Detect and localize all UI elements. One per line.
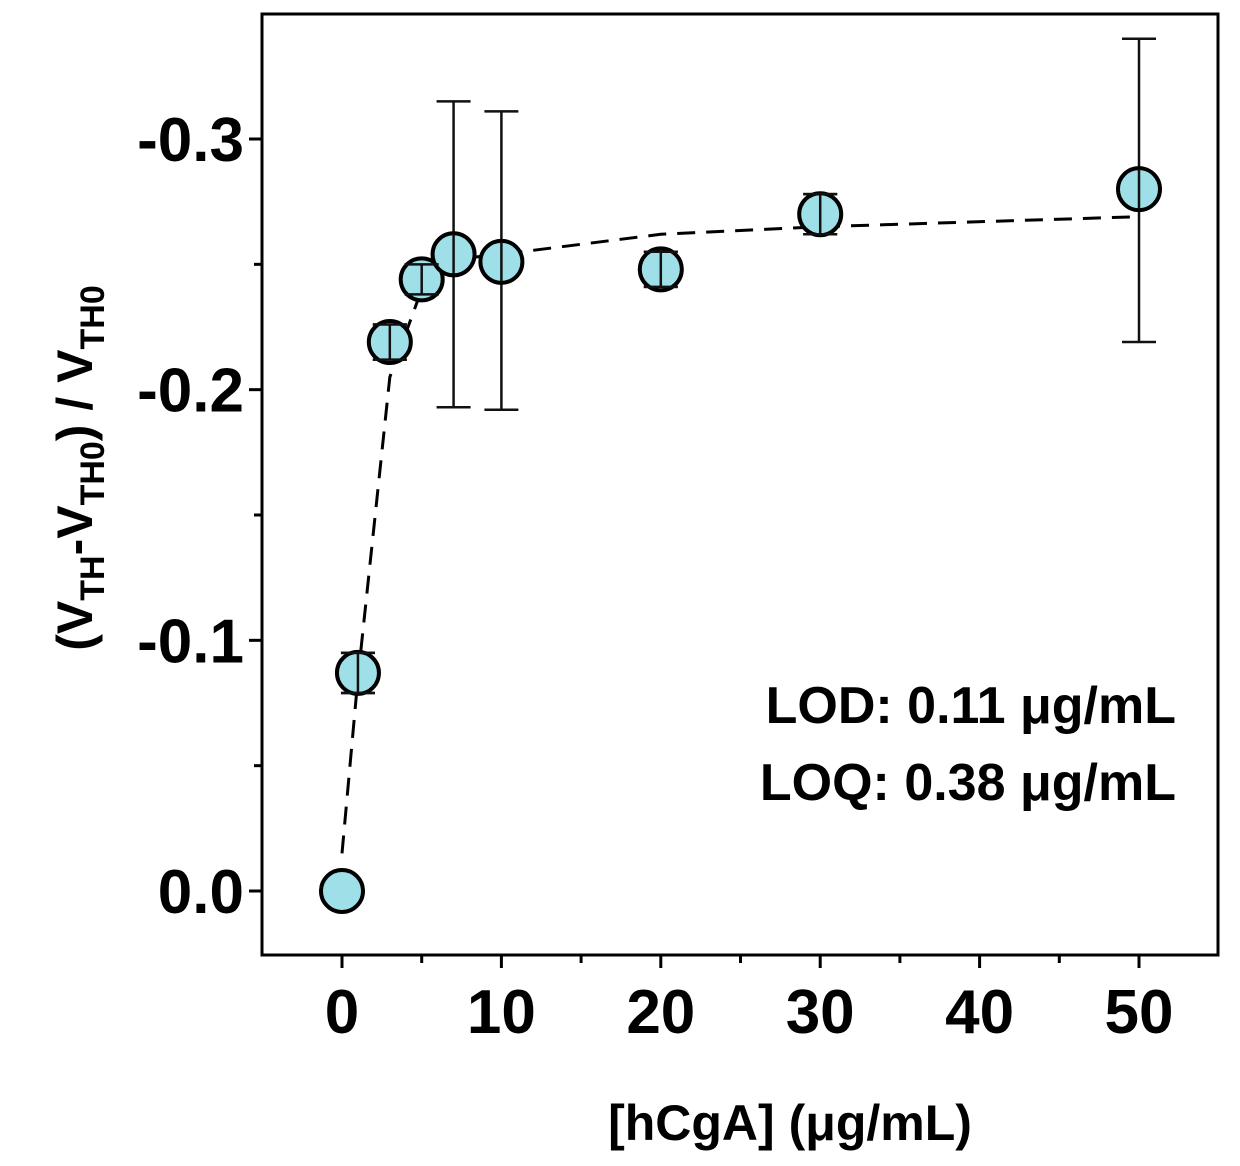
x-tick-label: 0 [325, 978, 359, 1047]
y-axis-title-close: ) / V [47, 349, 103, 441]
y-tick-label: -0.3 [137, 106, 244, 175]
y-axis-title-mid: -V [47, 505, 103, 556]
x-axis-title: [hCgA] (μg/mL) [608, 1095, 972, 1151]
data-point-layer [319, 166, 1162, 914]
plot-area-frame [260, 12, 1220, 957]
lod-annotation: LOD: 0.11 μg/mL [766, 677, 1176, 735]
y-tick-label: -0.1 [137, 607, 244, 676]
x-tick-label: 20 [626, 978, 695, 1047]
y-axis-title-sub1: TH [74, 555, 112, 600]
x-tick-label: 40 [945, 978, 1014, 1047]
loq-annotation: LOQ: 0.38 μg/mL [760, 754, 1176, 812]
y-tick-label: 0.0 [158, 858, 244, 927]
fit-line [340, 215, 1140, 854]
fit-line-layer [340, 215, 1140, 854]
data-point [319, 868, 365, 914]
y-tick-label: -0.2 [137, 357, 244, 426]
y-axis-title: (VTH-VTH0) / VTH0 [47, 285, 112, 650]
tick-label-layer: 0 10 20 30 40 50 0.0 -0.1 -0.2 -0.3 [137, 106, 1173, 1047]
error-bar-layer [340, 37, 1156, 695]
x-tick-label: 10 [467, 978, 536, 1047]
y-axis-title-sub2: TH0 [74, 441, 112, 505]
y-axis-title-open: (V [47, 600, 103, 651]
y-axis-title-sub3: TH0 [74, 285, 112, 349]
tick-layer [249, 137, 1141, 968]
x-tick-label: 30 [786, 978, 855, 1047]
x-tick-label: 50 [1105, 978, 1174, 1047]
